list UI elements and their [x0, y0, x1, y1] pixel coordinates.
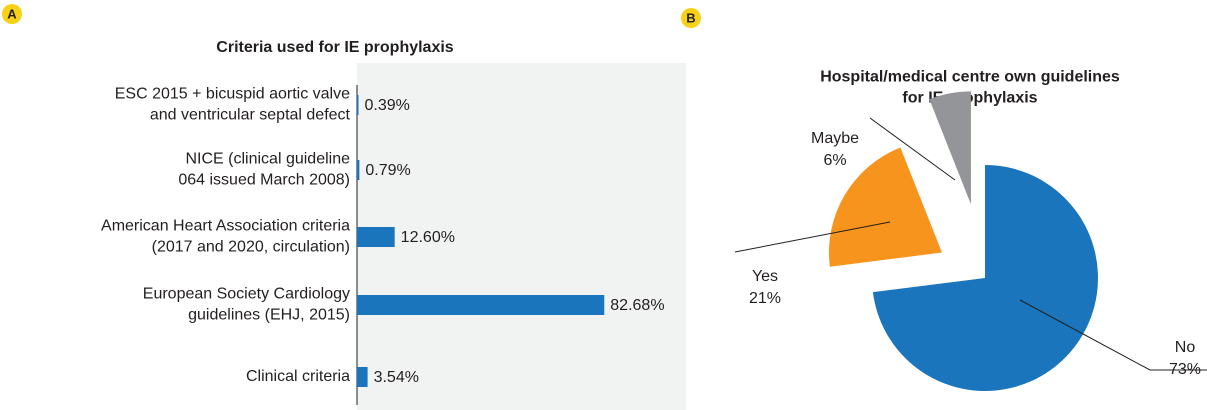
value-label: 0.79%	[365, 162, 410, 179]
bar	[357, 295, 605, 315]
bar	[357, 227, 395, 247]
panel-badge	[2, 4, 22, 24]
slice-value: 21%	[749, 290, 781, 307]
pie-slice	[929, 91, 971, 205]
pie-slice	[828, 147, 942, 267]
pie-slice	[872, 165, 1098, 391]
slice-label: No	[1175, 339, 1196, 356]
panel-badge	[681, 8, 701, 28]
value-label: 12.60%	[401, 229, 455, 246]
category-label: ESC 2015 + bicuspid aortic valve and vent…	[115, 86, 351, 124]
bar	[357, 160, 360, 180]
chart-title: Criteria used for IE prophylaxis	[216, 39, 454, 56]
panel-label: B	[686, 10, 695, 25]
plot-background	[357, 63, 686, 410]
value-label: 0.39%	[365, 97, 410, 114]
slice-label: Yes	[752, 268, 778, 285]
category-label: Clinical criteria	[246, 368, 350, 385]
leader-line	[734, 221, 891, 253]
category-label: European Society Cardiology guidelines (E…	[143, 286, 350, 324]
category-label: American Heart Association criteria (2017…	[101, 218, 350, 256]
value-label: 82.68%	[610, 297, 664, 314]
slice-label: Maybe	[811, 130, 859, 147]
bar	[357, 95, 359, 115]
panel-label: A	[7, 6, 17, 21]
leader-line	[869, 117, 956, 181]
slice-value: 73%	[1169, 361, 1201, 378]
slice-value: 6%	[823, 152, 846, 169]
category-label: NICE (clinical guideline 064 issued March…	[178, 151, 350, 189]
value-label: 3.54%	[374, 369, 419, 386]
leader-line	[1019, 299, 1207, 371]
bar	[357, 367, 368, 387]
